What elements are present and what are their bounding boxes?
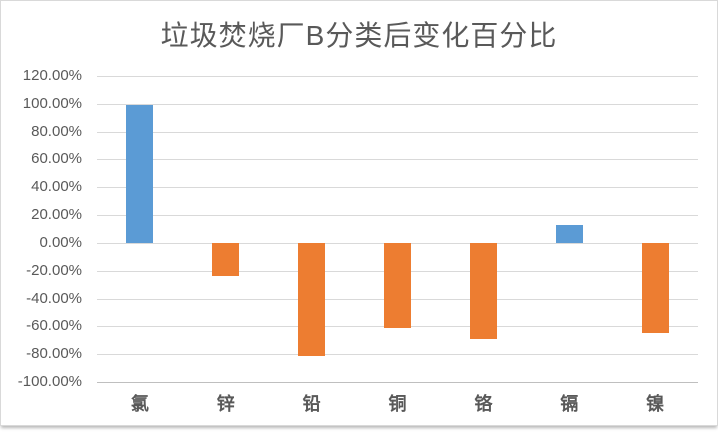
x-axis-category-label: 铬 [474, 394, 493, 414]
x-axis-line [97, 382, 698, 383]
y-axis-tick-label: 120.00% [22, 67, 82, 84]
plot-area [97, 76, 698, 383]
x-axis-category-label: 镍 [646, 394, 665, 414]
bar-镍 [641, 242, 669, 334]
gridline [97, 131, 698, 133]
gridline [97, 187, 698, 189]
x-axis-category-label: 铅 [302, 394, 321, 414]
x-axis-category-label: 镉 [560, 394, 579, 414]
gridline [97, 354, 698, 356]
bar-镉 [555, 224, 583, 243]
y-axis-tick-label: -40.00% [26, 289, 82, 307]
x-axis-category-label: 氯 [130, 394, 149, 414]
y-axis-tick-label: 60.00% [31, 150, 82, 168]
bar-铬 [469, 242, 497, 339]
gridline [97, 215, 698, 217]
x-axis-category-label: 铜 [388, 394, 407, 414]
bar-铅 [298, 242, 326, 356]
y-axis-tick-label: -100.00% [17, 373, 82, 390]
y-axis-tick-label: 0.00% [39, 233, 82, 251]
bar-氯 [126, 105, 154, 243]
bar-铜 [384, 242, 411, 328]
gridline [97, 103, 698, 105]
x-axis-category-label: 锌 [216, 394, 235, 414]
bar-锌 [212, 242, 240, 277]
y-axis-tick-label: 80.00% [31, 122, 82, 140]
gridline [97, 76, 698, 77]
y-axis-tick-label: -60.00% [26, 317, 82, 335]
chart-title: 垃圾焚烧厂B分类后变化百分比 [160, 20, 558, 51]
gridline [97, 159, 698, 161]
y-axis-tick-label: -20.00% [26, 261, 82, 279]
y-axis-tick-label: 100.00% [22, 94, 82, 112]
y-axis-tick-label: 20.00% [31, 206, 82, 224]
y-axis-tick-label: 40.00% [31, 178, 82, 196]
y-axis-tick-label: -80.00% [26, 345, 82, 363]
